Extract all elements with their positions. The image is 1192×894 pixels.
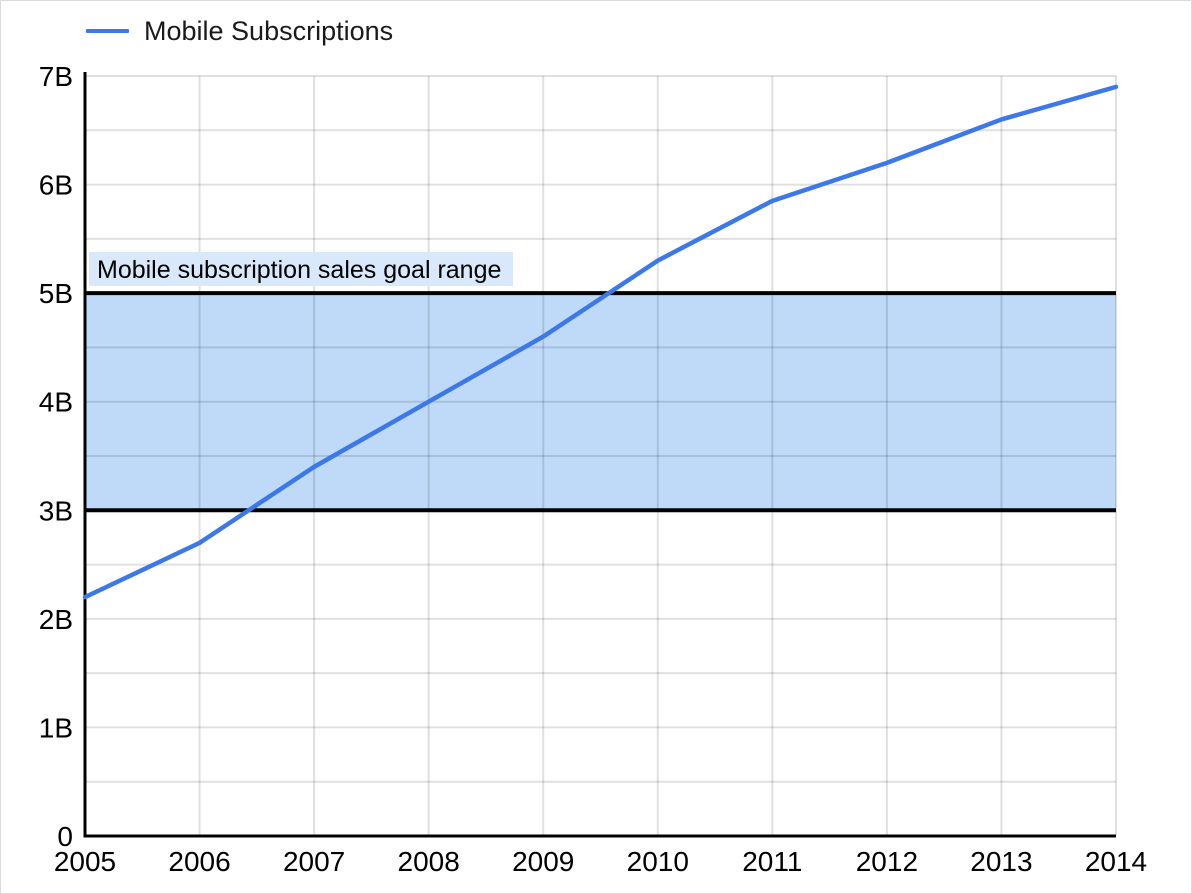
x-tick-label: 2009 xyxy=(512,846,574,877)
goal-band-label-text: Mobile subscription sales goal range xyxy=(97,256,501,284)
x-tick-label: 2008 xyxy=(398,846,460,877)
y-tick-label: 7B xyxy=(39,61,73,92)
x-tick-label: 2010 xyxy=(627,846,689,877)
y-tick-label: 5B xyxy=(39,278,73,309)
goal-band-annotation: Mobile subscription sales goal range xyxy=(89,252,513,286)
y-tick-label: 1B xyxy=(39,712,73,743)
x-tick-label: 2013 xyxy=(970,846,1032,877)
series-line-mobile-subscriptions xyxy=(82,84,1119,600)
gridlines-layer xyxy=(85,75,1117,836)
x-tick-label: 2006 xyxy=(168,846,230,877)
goal-band-borders-layer xyxy=(85,291,1116,513)
y-tick-label: 0 xyxy=(57,821,73,852)
axes-layer xyxy=(83,72,1116,838)
y-tick-label: 3B xyxy=(39,495,73,526)
x-tick-label: 2014 xyxy=(1085,846,1147,877)
y-tick-label: 2B xyxy=(39,604,73,635)
x-tick-label: 2005 xyxy=(54,846,116,877)
goal-band-label-bg xyxy=(89,252,513,286)
goal-band-layer xyxy=(85,293,1116,511)
x-tick-label: 2007 xyxy=(283,846,345,877)
x-tick-label: 2012 xyxy=(856,846,918,877)
x-tick-label: 2011 xyxy=(742,846,802,877)
goal-band xyxy=(85,293,1116,511)
y-tick-label: 4B xyxy=(39,387,73,418)
y-tick-label: 6B xyxy=(39,170,73,201)
series-layer xyxy=(82,84,1119,600)
axis-labels-layer: 0 1B 2B 3B 4B 5B 6B 7B 2005 2006 2007 2008 2009 2010 2… xyxy=(39,61,1147,877)
legend-line-swatch xyxy=(86,29,129,33)
legend-label: Mobile Subscriptions xyxy=(144,16,394,46)
legend: Mobile Subscriptions xyxy=(86,16,393,46)
